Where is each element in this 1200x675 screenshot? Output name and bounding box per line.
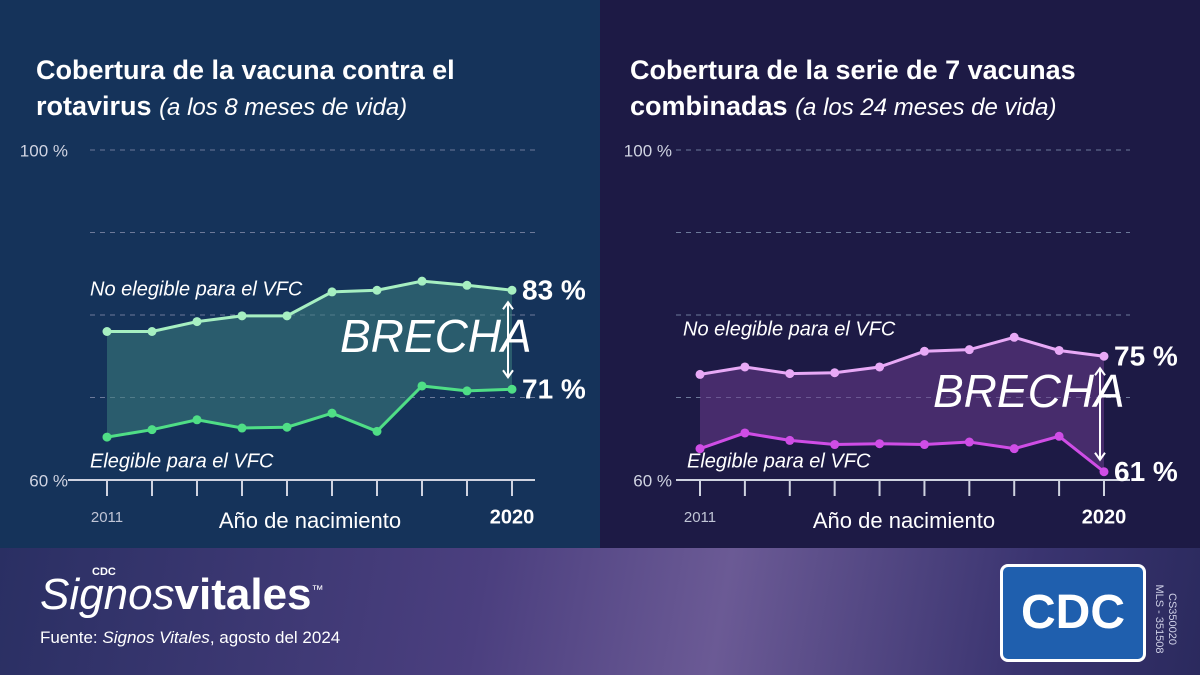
brand-bold: vitales	[174, 570, 312, 619]
data-point	[462, 280, 472, 290]
arrow-head	[502, 300, 514, 379]
y-tick-label: 60 %	[29, 471, 68, 490]
data-point	[830, 368, 840, 378]
data-point	[282, 311, 292, 321]
value-label: 75 %	[1114, 341, 1178, 372]
source-rest: , agosto del 2024	[209, 628, 341, 647]
source-prefix: Fuente:	[40, 628, 98, 647]
series-name: Elegible para el VFC	[687, 450, 871, 472]
data-point	[695, 444, 705, 454]
data-point	[192, 415, 202, 425]
gap-area	[700, 337, 1104, 472]
subtitle: (a los 8 meses de vida)	[159, 94, 408, 121]
title-text: Cobertura de la vacuna contra el rotavir…	[36, 55, 455, 121]
data-point	[147, 425, 157, 435]
data-point	[1054, 431, 1064, 441]
x-tick-label: 2011	[684, 509, 716, 526]
x-tick-label: 2020	[1082, 506, 1127, 528]
data-point	[830, 440, 840, 450]
data-point	[740, 362, 750, 372]
data-point	[372, 285, 382, 295]
data-point	[147, 327, 157, 336]
data-point	[695, 369, 705, 379]
y-tick-label: 100 %	[624, 141, 672, 160]
subtitle: (a los 24 meses de vida)	[795, 94, 1057, 121]
data-point	[919, 440, 929, 450]
data-point	[1099, 351, 1109, 361]
data-point	[507, 384, 517, 394]
data-point	[462, 386, 472, 396]
data-point	[740, 428, 750, 438]
brand: Signosvitales™	[40, 570, 324, 620]
chart-title: Cobertura de la serie de 7 vacunas combi…	[630, 52, 1150, 126]
data-point	[875, 362, 885, 372]
gap-annotation: BRECHA	[933, 365, 1125, 417]
data-point	[919, 346, 929, 356]
data-point	[327, 408, 337, 418]
brand-small: CDC	[92, 566, 116, 578]
series-name: No elegible para el VFC	[90, 278, 303, 300]
value-label: 83 %	[522, 275, 586, 306]
trademark: ™	[311, 582, 324, 597]
gap-area	[107, 281, 512, 438]
data-point	[785, 369, 795, 379]
series-name: Elegible para el VFC	[90, 450, 274, 472]
source-italic: Signos Vitales	[102, 628, 210, 647]
codes: CS350020 MLS - 351508	[1152, 559, 1178, 675]
footer: CDC Signosvitales™ Fuente: Signos Vitale…	[0, 548, 1200, 675]
data-point	[1009, 332, 1019, 342]
code: MLS - 351508	[1153, 584, 1165, 654]
data-point	[875, 439, 885, 449]
data-point	[964, 345, 974, 355]
data-point	[102, 432, 112, 442]
data-point	[417, 381, 427, 391]
data-point	[785, 435, 795, 445]
data-point	[417, 276, 427, 286]
value-label: 71 %	[522, 374, 586, 405]
x-tick-label: 2020	[490, 506, 535, 528]
charts: 60 % 100 % 2011 2020 Año de nacimiento 83 % No…	[20, 141, 1178, 533]
data-point	[507, 285, 517, 295]
data-point	[1054, 345, 1064, 355]
gap-annotation: BRECHA	[340, 310, 532, 362]
series-line	[699, 431, 1105, 473]
x-axis-label: Año de nacimiento	[813, 508, 995, 533]
data-point	[282, 422, 292, 432]
data-point	[327, 287, 337, 297]
data-point	[372, 426, 382, 436]
data-point	[1099, 467, 1109, 477]
series-name: No elegible para el VFC	[683, 318, 896, 340]
x-axis-label: Año de nacimiento	[219, 508, 401, 533]
cdc-logo: CDC	[1000, 564, 1146, 662]
series-line	[106, 384, 513, 439]
series-line	[107, 279, 513, 333]
title-text: Cobertura de la serie de 7 vacunas combi…	[630, 55, 1076, 121]
left-panel	[0, 0, 600, 548]
chart-title: Cobertura de la vacuna contra el rotavir…	[36, 52, 536, 126]
y-tick-label: 60 %	[633, 471, 672, 490]
x-tick-label: 2011	[91, 509, 123, 526]
data-point	[192, 317, 202, 327]
source: Fuente: Signos Vitales, agosto del 2024	[40, 628, 340, 648]
data-point	[1009, 444, 1019, 454]
value-label: 61 %	[1114, 456, 1178, 487]
series-line	[699, 335, 1105, 376]
arrow-head	[1094, 366, 1106, 462]
data-point	[237, 423, 247, 433]
brand-italic: Signos	[40, 570, 175, 619]
data-point	[237, 311, 247, 321]
data-point	[964, 437, 974, 447]
data-point	[102, 327, 112, 336]
y-tick-label: 100 %	[20, 141, 68, 160]
code: CS350020	[1166, 593, 1178, 645]
